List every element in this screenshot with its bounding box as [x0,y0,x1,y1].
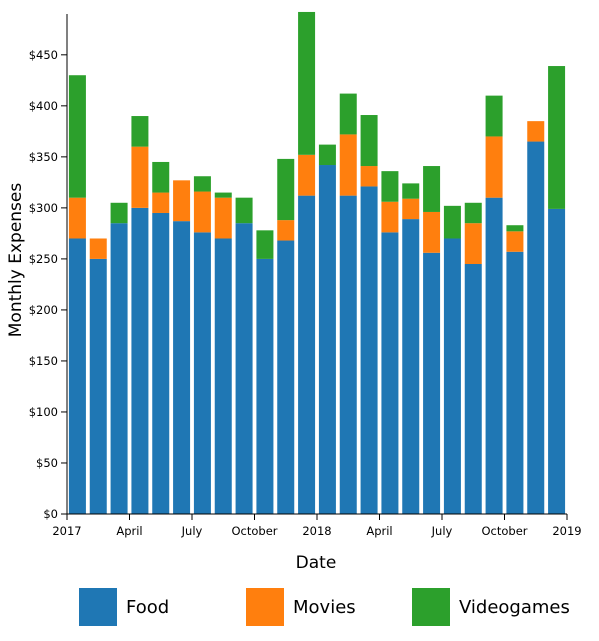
bar-videogames-2018-05 [402,183,420,199]
bar-movies-2017-02 [89,238,107,259]
bar-movies-2017-12 [298,154,316,196]
bar-movies-2018-09 [485,136,503,198]
bar-videogames-2017-11 [277,158,295,221]
x-tick-label: October [481,524,527,538]
bar-videogames-2018-02 [339,93,357,135]
bar-movies-2017-08 [214,197,232,239]
y-tick-label: $450 [29,48,58,62]
bar-movies-2017-06 [173,180,191,222]
bar-food-2018-07 [443,238,461,515]
x-axis: 2017 April July October 2018 April July October… [52,513,582,538]
bar-videogames-2017-10 [256,230,274,259]
x-tick-label: April [366,524,392,538]
y-tick-label: $150 [29,354,58,368]
bar-food-2017-05 [152,212,170,515]
bar-food-2018-08 [464,264,482,514]
stacked-bar-chart: $0 $50 $100 $150 $200 $250 $300 $350 $400 $450 20… [6,11,582,573]
y-tick-label: $0 [43,507,58,521]
bar-videogames-2017-07 [193,176,211,192]
bar-videogames-2018-12 [548,66,566,209]
y-tick-label: $400 [29,99,58,113]
bar-movies-2018-02 [339,134,357,196]
x-tick-label: 2018 [302,524,331,538]
y-axis: $0 $50 $100 $150 $200 $250 $300 $350 $400 $450 [29,14,68,521]
x-tick-label: 2017 [52,524,81,538]
bar-food-2018-01 [318,165,336,514]
legend-label-movies: Movies [293,596,356,618]
x-tick-label: April [116,524,142,538]
bar-food-2018-12 [548,208,566,514]
y-tick-label: $350 [29,150,58,164]
y-tick-label: $300 [29,201,58,215]
legend-label-videogames: Videogames [459,596,570,618]
bar-food-2018-02 [339,195,357,514]
y-tick-label: $100 [29,405,58,419]
bars-group [68,11,566,515]
bar-videogames-2017-09 [235,197,253,224]
bar-videogames-2017-03 [110,202,128,224]
bar-videogames-2018-06 [423,166,441,212]
bar-food-2017-04 [131,207,149,514]
y-axis-title: Monthly Expenses [6,183,26,338]
bar-food-2018-04 [381,232,399,514]
legend-item-movies: Movies [246,586,356,628]
bar-videogames-2017-01 [68,75,86,198]
bar-videogames-2018-03 [360,115,378,167]
bar-videogames-2017-05 [152,161,170,193]
bar-videogames-2018-08 [464,202,482,224]
x-tick-label: October [231,524,277,538]
bar-videogames-2017-12 [298,11,316,155]
legend-swatch-movies [246,588,284,626]
bar-movies-2018-11 [527,121,545,142]
bar-food-2017-10 [256,258,274,514]
y-tick-label: $50 [36,456,58,470]
bar-videogames-2017-08 [214,192,232,198]
bar-food-2018-06 [423,252,441,514]
bar-food-2017-12 [298,195,316,514]
bar-videogames-2017-04 [131,116,149,147]
bar-food-2018-10 [506,251,524,514]
y-tick-label: $200 [29,303,58,317]
bar-food-2018-09 [485,197,503,515]
bar-food-2017-09 [235,223,253,514]
bar-movies-2018-04 [381,201,399,233]
bar-food-2017-11 [277,240,295,514]
x-tick-label: July [181,524,203,538]
bar-movies-2018-06 [423,211,441,253]
bar-food-2018-03 [360,186,378,514]
bar-movies-2018-03 [360,166,378,187]
bar-movies-2018-05 [402,198,420,220]
bar-movies-2018-10 [506,231,524,252]
legend-item-videogames: Videogames [412,586,570,628]
bar-food-2017-07 [193,232,211,514]
legend-swatch-food [79,588,117,626]
bar-movies-2017-04 [131,146,149,208]
bar-movies-2017-01 [68,197,86,239]
legend-swatch-videogames [412,588,450,626]
bar-food-2017-03 [110,223,128,514]
x-tick-label: 2019 [552,524,581,538]
legend: Food Movies Videogames [0,586,599,628]
legend-label-food: Food [126,596,170,618]
bar-movies-2017-05 [152,192,170,213]
y-tick-label: $250 [29,252,58,266]
bar-food-2017-02 [89,258,107,514]
bar-food-2018-05 [402,219,420,514]
bar-movies-2017-11 [277,220,295,241]
bar-food-2017-06 [173,221,191,514]
bar-food-2017-08 [214,238,232,515]
bar-videogames-2018-10 [506,225,524,232]
bar-movies-2017-07 [193,191,211,233]
x-axis-title: Date [296,553,337,573]
bar-movies-2018-08 [464,223,482,264]
bar-food-2018-11 [527,141,545,515]
bar-videogames-2018-07 [443,205,461,239]
bar-videogames-2018-04 [381,171,399,202]
bar-videogames-2018-09 [485,95,503,137]
legend-item-food: Food [79,586,169,628]
bar-food-2017-01 [68,238,86,515]
bar-videogames-2018-01 [318,144,336,166]
x-tick-label: July [431,524,453,538]
